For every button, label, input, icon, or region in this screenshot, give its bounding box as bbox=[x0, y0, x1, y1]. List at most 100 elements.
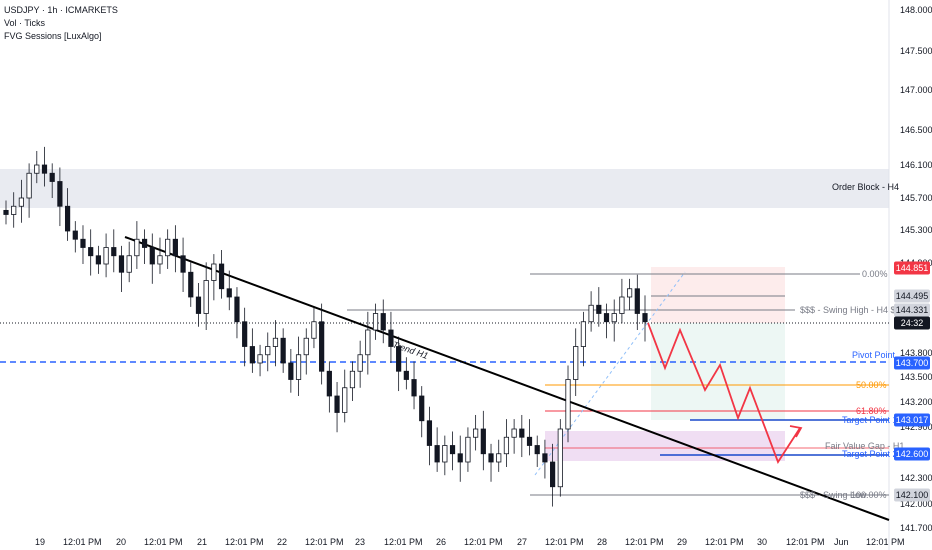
candle-body bbox=[103, 247, 109, 265]
price-badge bbox=[894, 289, 930, 303]
price-badge-text: 144.495 bbox=[896, 291, 929, 301]
candle-body bbox=[380, 313, 386, 331]
x-tick: 12:01 PM bbox=[786, 537, 825, 547]
candle-body bbox=[118, 255, 125, 273]
candle-body bbox=[588, 304, 594, 323]
candle-body bbox=[426, 420, 433, 446]
candle-body bbox=[172, 238, 178, 257]
y-tick: 147.500 bbox=[900, 46, 932, 56]
price-badge bbox=[894, 488, 930, 502]
x-tick: 30 bbox=[757, 537, 767, 547]
trend-line-h1 bbox=[124, 236, 890, 521]
candle-body bbox=[203, 280, 209, 314]
x-tick: 29 bbox=[677, 537, 687, 547]
price-badge bbox=[894, 303, 930, 317]
candle-body bbox=[372, 313, 379, 331]
y-tick: 146.500 bbox=[900, 125, 932, 135]
candle-body bbox=[141, 238, 148, 248]
candle-body bbox=[434, 445, 440, 463]
y-tick: 143.200 bbox=[900, 397, 932, 407]
swing-high-label: $$$ - Swing High - H4 $$$ bbox=[800, 305, 906, 315]
price-badge-text: 24:32 bbox=[901, 318, 924, 328]
candle-body bbox=[365, 329, 371, 356]
candle-body bbox=[542, 453, 548, 463]
fvg-label: Fair Value Gap - H1 bbox=[825, 441, 904, 451]
candle-body bbox=[265, 346, 271, 356]
candle-body bbox=[596, 304, 602, 314]
price-badge bbox=[894, 261, 930, 275]
candle-body bbox=[411, 379, 417, 397]
projection-path bbox=[647, 322, 801, 464]
swing-low-label: $$$ - Swing Low bbox=[800, 490, 867, 500]
candle-body bbox=[111, 247, 117, 257]
candle-body bbox=[234, 296, 240, 323]
x-tick: 19 bbox=[35, 537, 45, 547]
candle-body bbox=[342, 387, 348, 413]
candle-body bbox=[272, 337, 279, 347]
candle-body bbox=[3, 209, 9, 215]
target-2-label: Target Point 2 bbox=[842, 449, 898, 459]
candle-body bbox=[72, 230, 78, 240]
candle-body bbox=[634, 288, 640, 314]
candle-body bbox=[573, 346, 579, 380]
candle-body bbox=[503, 436, 510, 455]
x-tick: 27 bbox=[517, 537, 527, 547]
fib-0-label: 0.00% bbox=[862, 269, 888, 279]
fvg-zone bbox=[545, 431, 785, 461]
candle-body bbox=[565, 379, 571, 430]
y-tick: 142.000 bbox=[900, 499, 932, 509]
x-tick: 12:01 PM bbox=[384, 537, 423, 547]
candle-body bbox=[642, 313, 648, 323]
candle-body bbox=[11, 205, 17, 215]
candle-body bbox=[627, 288, 633, 298]
candle-body bbox=[303, 337, 309, 356]
y-tick: 146.100 bbox=[900, 160, 932, 170]
time-axis[interactable]: 19 12:01 PM 20 12:01 PM 21 12:01 PM 22 1… bbox=[35, 537, 905, 547]
candle-body bbox=[180, 255, 186, 273]
price-badge bbox=[894, 447, 930, 461]
candle-body bbox=[419, 395, 425, 422]
candle-body bbox=[557, 428, 563, 488]
candle-body bbox=[242, 321, 248, 347]
candle-body bbox=[165, 238, 171, 257]
y-tick: 142.900 bbox=[900, 422, 932, 432]
candle-body bbox=[211, 263, 217, 281]
candle-body bbox=[550, 461, 556, 488]
chart-symbol-title: USDJPY · 1h · ICMARKETS bbox=[4, 5, 118, 15]
price-badge-text: 143.017 bbox=[896, 415, 929, 425]
x-tick: 12:01 PM bbox=[705, 537, 744, 547]
candles-group bbox=[3, 146, 648, 507]
volume-indicator-label: Vol · Ticks bbox=[4, 18, 46, 28]
candle-body bbox=[41, 164, 48, 174]
fib-50-label: 50.00% bbox=[856, 380, 887, 390]
candle-body bbox=[496, 453, 502, 463]
stop-loss-zone bbox=[651, 267, 785, 323]
candle-body bbox=[580, 321, 587, 347]
x-tick: 12:01 PM bbox=[144, 537, 183, 547]
candle-body bbox=[134, 238, 140, 257]
candle-body bbox=[249, 346, 255, 364]
price-badges: 144.851 144.495 144.331 24:32 143.700 143.017… bbox=[894, 261, 930, 502]
fib-618-label: 61.80% bbox=[856, 406, 887, 416]
order-block-zone bbox=[0, 169, 889, 208]
candle-body bbox=[88, 247, 94, 257]
y-tick: 143.500 bbox=[900, 372, 932, 382]
y-tick: 145.300 bbox=[900, 225, 932, 235]
candle-body bbox=[157, 255, 163, 265]
candle-body bbox=[511, 428, 517, 438]
candle-body bbox=[534, 445, 540, 455]
candle-body bbox=[295, 354, 302, 380]
x-tick: 22 bbox=[277, 537, 287, 547]
x-tick: Jun bbox=[834, 537, 849, 547]
price-badge bbox=[894, 356, 930, 370]
candle-body bbox=[480, 428, 486, 455]
candle-body bbox=[49, 172, 55, 182]
x-tick: 12:01 PM bbox=[625, 537, 664, 547]
candle-body bbox=[195, 296, 202, 314]
candle-body bbox=[473, 428, 479, 438]
candle-body bbox=[488, 453, 494, 463]
price-axis[interactable]: 148.000 147.500 147.000 146.500 146.100 … bbox=[900, 5, 932, 533]
x-tick: 26 bbox=[436, 537, 446, 547]
candle-body bbox=[396, 346, 402, 372]
